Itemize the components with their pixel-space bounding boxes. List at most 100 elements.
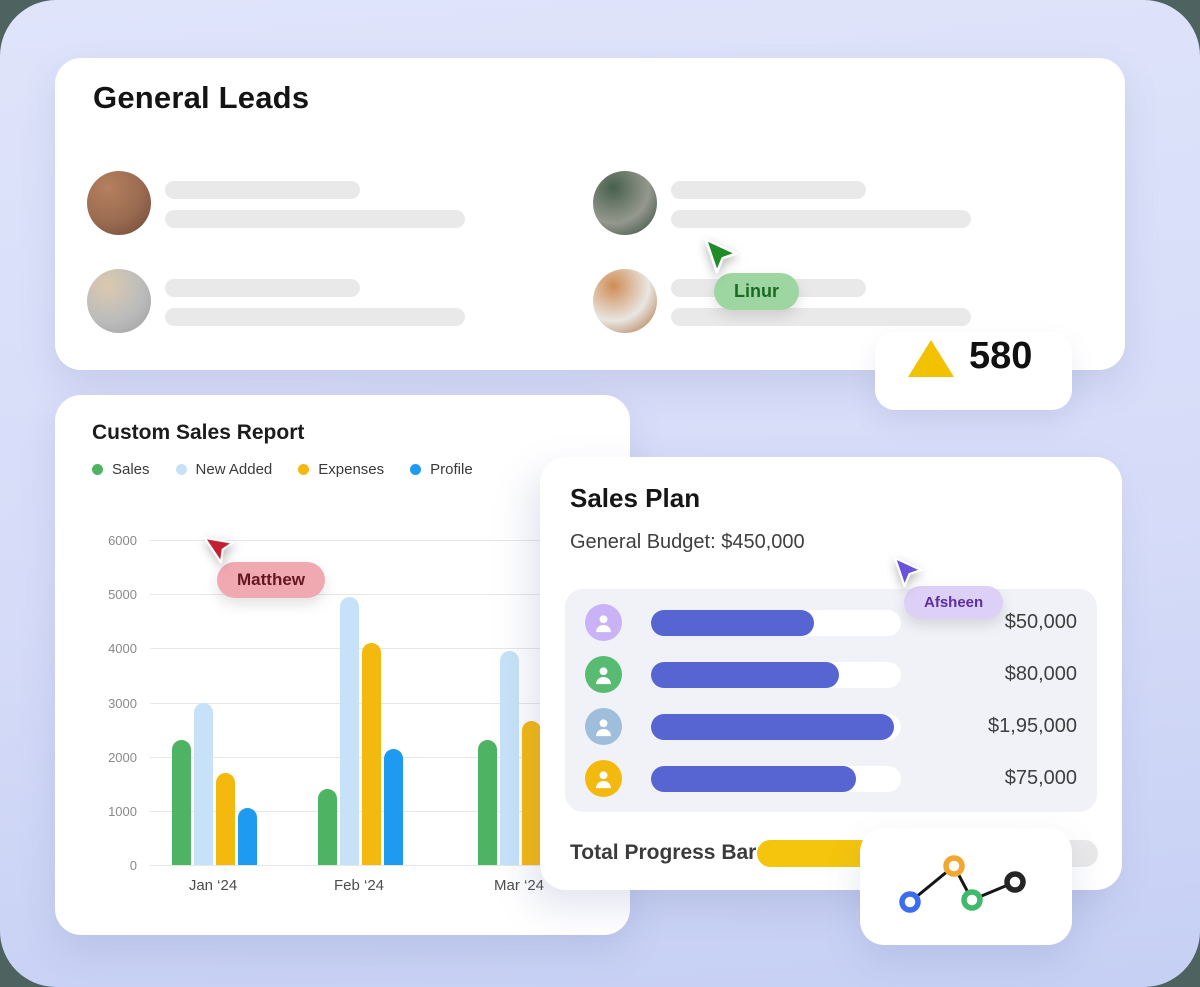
collab-cursor-matthew: Matthew [203,531,325,598]
pointer-cursor-icon [203,536,234,564]
skeleton-text-bar [165,308,465,326]
lead-row [593,269,1063,333]
skeleton-text-bar [671,181,866,199]
skeleton-text-bar [671,308,971,326]
bar-profile [238,808,257,865]
y-axis-tick-label: 0 [129,858,137,873]
person-avatar-icon [585,708,622,745]
budget-progress-track [651,713,901,740]
metric-badge-card: 580 [875,332,1072,410]
general-leads-title: General Leads [93,80,310,115]
person-avatar-icon [585,604,622,641]
legend-item-expenses[interactable]: Expenses [298,461,384,478]
legend-label: Expenses [318,461,385,478]
total-progress-fill [757,840,873,867]
triangle-up-icon [908,340,954,377]
mini-line-chart [899,855,1026,913]
gridline [150,594,600,596]
skeleton-text-bar [165,279,360,297]
legend-label: Sales [112,461,150,478]
legend-label: New Added [195,461,273,478]
budget-progress-fill [651,661,839,688]
y-axis-tick-label: 3000 [108,695,137,711]
legend-dot [410,464,422,475]
budget-progress-track [651,661,901,688]
budget-progress-fill [651,713,894,740]
sales-plan-title: Sales Plan [570,483,701,513]
budget-amount: $80,000 [1004,663,1077,685]
legend-item-new-added[interactable]: New Added [175,461,273,478]
x-axis-category-label: Mar ‘24 [493,877,545,894]
avatar-woman-with-tablet [593,269,657,333]
y-axis-tick-label: 6000 [108,533,137,548]
budget-row: $1,95,000 [585,708,1077,745]
lead-row [593,171,1063,235]
budget-row: $75,000 [585,760,1077,797]
line-chart-node [943,855,965,877]
legend-item-profile[interactable]: Profile [410,461,473,478]
skeleton-text-bar [671,210,971,228]
general-budget-subtitle: General Budget: $450,000 [570,531,805,553]
avatar-man-beige-shirt [87,269,151,333]
collab-cursor-afsheen: Afsheen [890,555,1004,619]
total-progress-label: Total Progress Bar [570,841,757,864]
person-avatar-icon [585,760,622,797]
bar-profile [384,748,403,865]
sales-plan-card: Sales Plan General Budget: $450,000 $50,… [540,457,1122,890]
budget-progress-fill [651,609,814,636]
budget-progress-track [651,765,901,792]
bar-sales [318,789,337,865]
bar-new-added [194,702,213,865]
budget-row: $50,000 [585,604,1077,641]
skeleton-text-bar [165,210,465,228]
bar-expenses [522,721,541,865]
legend-item-sales[interactable]: Sales [92,461,150,478]
bar-expenses [362,642,381,865]
budget-row: $80,000 [585,656,1077,693]
avatar-woman-red-cardigan [87,171,151,235]
line-chart-node [1004,871,1026,893]
budget-amount: $50,000 [1004,611,1077,633]
bar-sales [478,740,497,865]
line-chart-node [899,891,921,913]
legend-dot [175,464,187,475]
legend-label: Profile [430,461,473,478]
y-axis-tick-label: 4000 [108,641,137,657]
gridline [150,540,600,541]
y-axis-tick-label: 5000 [108,587,137,603]
chart-legend: Sales New Added Expenses Profile [92,461,473,478]
x-axis-category-label: Feb ‘24 [333,877,385,894]
person-avatar-icon [585,656,622,693]
custom-sales-report-card: Custom Sales Report Sales New Added Expens… [55,395,630,935]
budget-progress-track [651,609,901,636]
budget-amount: $75,000 [1004,767,1077,789]
budget-progress-fill [651,765,856,792]
line-chart-node [961,889,983,911]
bar-expenses [216,772,235,865]
budget-amount: $1,95,000 [988,715,1077,737]
collab-user-label: Afsheen [904,586,1004,619]
lead-row [87,269,557,333]
gridline [150,865,600,866]
y-axis-tick-label: 2000 [108,749,137,765]
legend-dot [298,464,310,475]
general-leads-card: General Leads Linur [55,58,1125,370]
collab-user-label: Linur [714,273,799,310]
metric-value: 580 [969,335,1033,377]
bar-new-added [340,596,359,865]
x-axis-category-label: Jan ‘24 [188,877,238,894]
report-title: Custom Sales Report [92,421,305,444]
collab-user-label: Matthew [217,562,325,598]
pointer-cursor-icon [893,556,923,588]
collab-cursor-linur: Linur [700,236,799,310]
budget-rows-panel: $50,000 $80,000 $1,95,000 $75,000 [565,589,1097,812]
avatar-woman-green-top [593,171,657,235]
legend-dot [92,464,103,475]
lead-row [87,171,557,235]
bar-new-added [500,651,519,865]
pointer-cursor-icon [704,238,738,274]
y-axis-tick-label: 1000 [108,803,137,819]
bar-sales [172,740,191,865]
mini-line-chart-card [860,828,1072,945]
